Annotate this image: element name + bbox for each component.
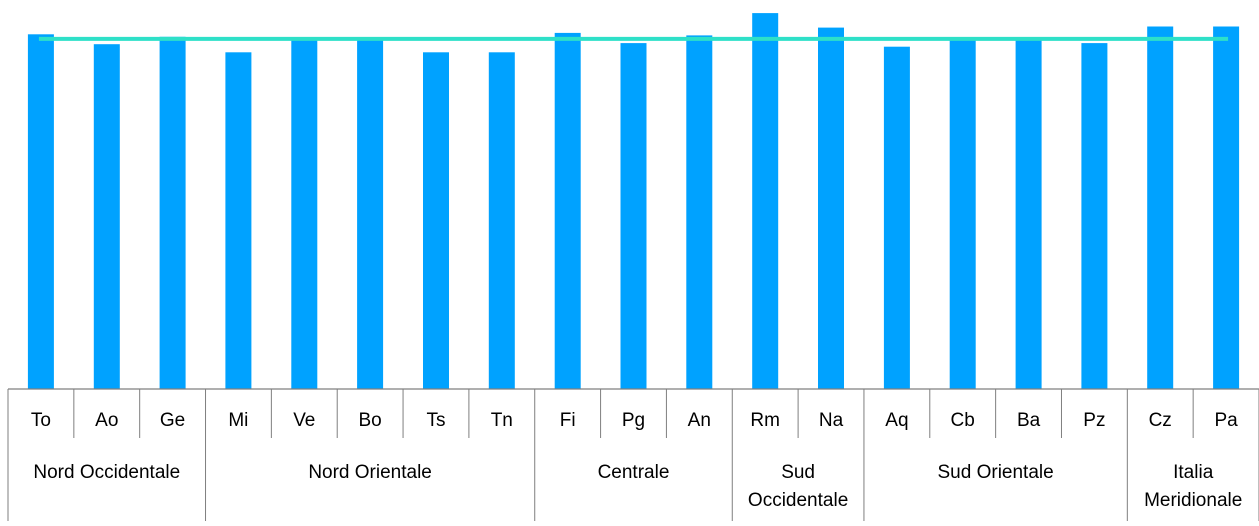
bar-To[interactable] [27,34,54,390]
bar-Mi[interactable] [225,52,252,390]
group-label-4: Occidentale [748,490,848,511]
bar-Pz[interactable] [1081,43,1108,389]
tick-label-Aq: Aq [885,410,908,431]
bar-Pg[interactable] [620,43,647,389]
tick-label-Ts: Ts [427,410,446,431]
bar-Ve[interactable] [291,38,318,390]
tick-label-Na: Na [819,410,844,431]
bar-Ge[interactable] [159,36,186,390]
group-label-6: Italia [1173,462,1214,483]
tick-label-Pz: Pz [1083,410,1105,431]
bar-Fi[interactable] [554,32,581,390]
tick-label-Ge: Ge [160,410,185,431]
bar-Aq[interactable] [883,46,910,389]
group-label-2: Nord Orientale [308,462,432,483]
tick-label-Cb: Cb [951,410,975,431]
group-label-6: Meridionale [1144,490,1242,511]
tick-label-Ao: Ao [95,410,118,431]
tick-label-An: An [688,410,711,431]
group-label-4: Sud [781,462,815,483]
tick-label-Rm: Rm [750,410,780,431]
bar-Pa[interactable] [1213,26,1240,390]
tick-label-Cz: Cz [1149,410,1172,431]
bar-Bo[interactable] [357,38,384,390]
tick-label-Pg: Pg [622,410,645,431]
group-label-3: Centrale [598,462,670,483]
group-label-5: Sud Orientale [938,462,1054,483]
bar-Ts[interactable] [423,52,449,390]
bar-Rm[interactable] [752,13,779,389]
group-label-1: Nord Occidentale [33,462,180,483]
tick-label-Ve: Ve [293,410,315,431]
bar-Cb[interactable] [949,39,976,390]
tick-label-Fi: Fi [560,410,576,431]
tick-label-Mi: Mi [228,410,248,431]
tick-label-Tn: Tn [491,410,513,431]
tick-label-Bo: Bo [358,410,381,431]
tick-label-To: To [31,410,51,431]
tick-label-Ba: Ba [1017,410,1041,431]
bar-Tn[interactable] [488,52,515,390]
bar-Ao[interactable] [93,44,120,389]
bar-An[interactable] [686,35,713,390]
tick-label-Pa: Pa [1214,410,1238,431]
bar-Cz[interactable] [1147,26,1174,390]
bar-Ba[interactable] [1015,38,1042,390]
bar-Na[interactable] [818,27,844,389]
